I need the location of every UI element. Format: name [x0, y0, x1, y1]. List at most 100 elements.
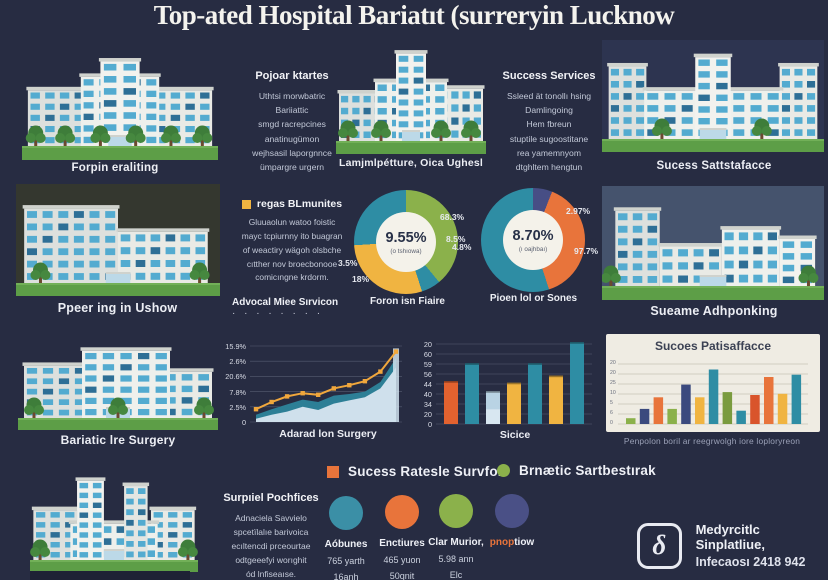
trend-line: [255, 350, 397, 411]
block-body: Gluuaolun watoo foistic mayc tcpiurnny i…: [241, 217, 343, 283]
bar: [695, 397, 705, 424]
donut-center-sub: (ı oajhbaı): [518, 245, 548, 253]
building-caption: Sueame Adhponking: [650, 304, 778, 318]
pie-slice-label: 4.8%: [452, 242, 472, 252]
y-tick: 34: [423, 400, 432, 409]
block-heading: Pojoar ktartes: [255, 70, 329, 82]
hospital-illustration-3: [602, 40, 824, 152]
hospital-illustration-6: [18, 328, 218, 430]
stat-line: 5.98 ann: [438, 554, 474, 564]
block-body: Uthtsi morwbatric Bariiattic smgd racrep…: [252, 91, 332, 172]
y-tick: 7.8%: [229, 387, 246, 397]
stat-title: Clar Murior,: [428, 537, 484, 548]
area-series-light: [256, 367, 396, 422]
bar: [444, 381, 458, 424]
stat-item-2: Enctiures 465 yuon 50qnit: [374, 495, 430, 580]
stat-line: 50qnit: [389, 571, 415, 580]
building-caption: Bariatic lre Surgery: [60, 433, 176, 447]
pie-slice-label: 3.5%: [338, 258, 358, 268]
y-tick: 10: [610, 390, 616, 396]
stat-item-1: Aóbunes 765 yarth 16anh: [318, 496, 374, 580]
block-footer: Advocal Miee Sırvicon: [232, 297, 339, 309]
block-heading: Surpıiel Pochfices: [223, 492, 319, 504]
hospital-illustration-7: [30, 468, 198, 572]
y-tick: 25: [610, 380, 616, 386]
donut-center: 9.55% (o tshıowa): [376, 212, 436, 272]
legend-label: Sucess Ratesle Survfor: [348, 464, 504, 479]
stat-circle-navy: [495, 494, 529, 528]
yellow-square-icon: [241, 199, 251, 209]
stat-line: 16anh: [333, 572, 359, 580]
stat-item-4: pnoptiow: [482, 494, 542, 548]
bar: [708, 369, 719, 424]
pie-slice-label: 18%: [352, 274, 370, 284]
donut-center: 8.70% (ı oajhbaı): [503, 210, 563, 270]
text-block-popular: Pojoar ktartes Uthtsi morwbatric Bariiat…: [228, 70, 356, 174]
hospital-illustration-2: [336, 40, 486, 154]
logo-text: Medyrcitlc Sinplatliue, Infecaosı 2418 9…: [695, 522, 806, 569]
bar: [549, 375, 563, 424]
card-caption: Penpolon boril ar reegrwolgh iore loplor…: [623, 436, 801, 446]
y-tick: 0: [610, 420, 613, 426]
bar: [570, 342, 584, 424]
text-block-surgical: Surpıiel Pochfices Adnaciela Savvielo sp…: [210, 492, 332, 580]
y-tick: 2.5%: [229, 402, 246, 412]
bar: [653, 397, 664, 424]
bar: [736, 410, 746, 424]
stat-line: Elc: [449, 570, 463, 580]
donut-chart-1: 9.55% (o tshıowa): [354, 190, 458, 294]
bar: [764, 377, 774, 424]
block-body: Ssleed ät tonollı hsing Damlingoing Hem …: [506, 91, 592, 172]
bar: [507, 382, 521, 424]
y-tick: 20: [423, 340, 432, 349]
hospital-illustration-5: [602, 186, 824, 300]
bar: [750, 395, 760, 424]
y-tick: 44: [423, 380, 432, 389]
brand-logo: δ Medyrcitlc Sinplatliue, Infecaosı 2418…: [637, 522, 828, 569]
y-tick: 40: [423, 390, 432, 399]
legend-item-1: Sucess Ratesle Survfor: [327, 464, 503, 479]
text-block-regas: regas BLmunites Gluuaolun watoo foistic …: [226, 198, 358, 319]
y-tick: 15.9%: [225, 342, 246, 351]
block-heading: regas BLmunites: [256, 198, 343, 210]
block-heading: Success Services: [502, 70, 596, 82]
hospital-illustration-1: [22, 44, 218, 160]
donut-center-value: 9.55%: [385, 229, 427, 246]
y-tick: 20: [423, 410, 432, 419]
stat-line: 465 yuon: [383, 555, 421, 565]
card-title: Sucoes Patisaffacce: [654, 339, 772, 353]
stat-line: 765 yarth: [327, 556, 365, 566]
y-tick: 5: [610, 400, 613, 406]
bar: [791, 374, 802, 424]
bar-chart: [436, 334, 592, 426]
area-chart-y-axis: 15.9% 2.6% 20.6% 7.8% 2.5% 0: [212, 336, 248, 427]
chart-caption: Sicice: [499, 429, 531, 441]
building-caption: Forpin eraliting: [71, 162, 159, 174]
dotted-line: · · · · · · · ·: [232, 308, 324, 320]
area-chart: [250, 336, 402, 424]
building-caption: Ppeer ing in Ushow: [57, 301, 178, 315]
donut-center-value: 8.70%: [512, 227, 554, 244]
bar: [465, 363, 479, 424]
bar: [667, 408, 677, 424]
stat-title: Enctiures: [379, 538, 425, 549]
bar-chart-y-axis: 20 60 59 56 44 40 34 20 0: [412, 334, 434, 429]
stat-title: Aóbunes: [324, 539, 368, 550]
card-bar-chart: [618, 360, 808, 426]
donut-center-sub: (o tshıowa): [390, 247, 422, 255]
y-tick: 0: [427, 420, 432, 429]
building-caption: Lamjmlpétture, Oica Ughesl: [338, 157, 484, 169]
legend-square-marker: [327, 465, 339, 478]
bar: [626, 418, 636, 424]
pie-slice-label: 2.97%: [566, 206, 591, 216]
text-block-services: Success Services Ssleed ät tonollı hsing…: [488, 70, 610, 174]
pie-slice-label: 8.5%: [446, 234, 466, 244]
stat-title: pnoptiow: [489, 537, 535, 548]
legend-label: Brnætic Sartbestırak: [519, 463, 656, 478]
bar: [681, 384, 691, 424]
logo-icon: δ: [637, 522, 682, 569]
y-tick: 56: [423, 370, 432, 379]
stat-circle-teal: [329, 496, 363, 530]
y-tick: 60: [423, 350, 432, 359]
